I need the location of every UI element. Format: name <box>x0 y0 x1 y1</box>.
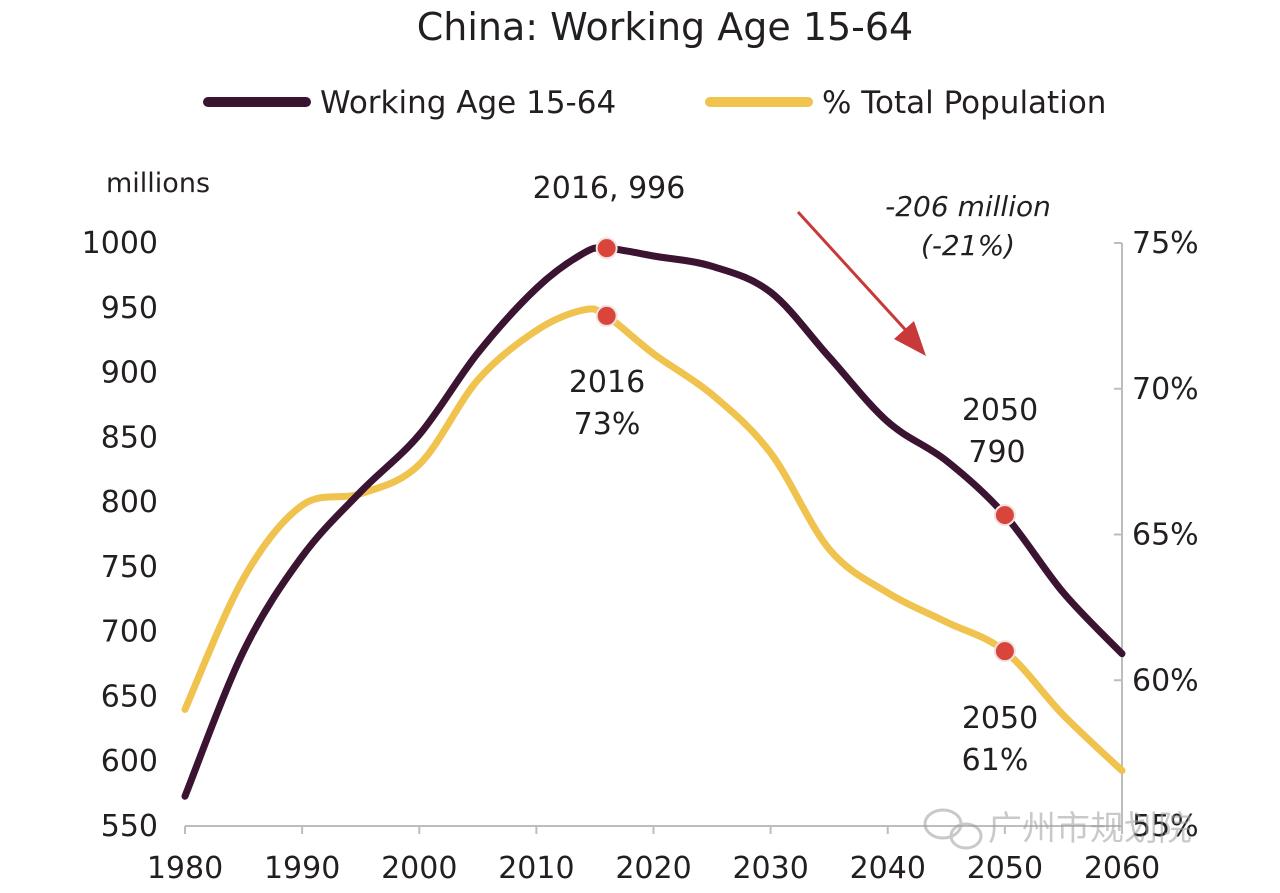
annotation-peak-share-year: 2016 <box>569 365 645 400</box>
x-tick-label: 2040 <box>850 851 926 886</box>
annotation-2050-working-value: 790 <box>968 435 1025 470</box>
x-tick-label: 2050 <box>967 851 1043 886</box>
wechat-icon <box>923 808 983 850</box>
annotation-peak-working-age: 2016, 996 <box>533 171 686 206</box>
annotation-2050-working-year: 2050 <box>962 393 1038 428</box>
y-left-tick-label: 600 <box>101 744 158 779</box>
y-right-tick-label: 55% <box>1132 809 1199 844</box>
marker-peak-working-age <box>595 237 618 260</box>
y-right-tick-label: 65% <box>1132 518 1199 553</box>
x-tick-label: 2060 <box>1084 851 1160 886</box>
series-line-share <box>181 305 1126 775</box>
data-markers <box>595 237 1016 663</box>
y-right-tick-label: 60% <box>1132 663 1199 698</box>
chart-title: China: Working Age 15-64 <box>417 5 914 49</box>
legend: Working Age 15-64 % Total Population <box>203 85 1106 121</box>
annotation-decline-amount: -206 million <box>885 190 1051 223</box>
x-tick-label: 2020 <box>615 851 691 886</box>
decline-arrow <box>796 210 926 356</box>
marker-working-age-2050 <box>993 504 1016 527</box>
annotation-peak-share-value: 73% <box>574 407 641 442</box>
y-right-tick-label: 70% <box>1132 372 1199 407</box>
y-axis-left-label: millions <box>106 168 210 199</box>
y-left-tick-label: 1000 <box>82 226 158 261</box>
y-left-tick-label: 550 <box>101 809 158 844</box>
x-tick-label: 2000 <box>381 851 457 886</box>
watermark-text: 广州市规划院 <box>988 809 1192 849</box>
x-tick-label: 1990 <box>264 851 340 886</box>
x-tick-label: 2010 <box>498 851 574 886</box>
x-tick-label: 2030 <box>732 851 808 886</box>
y-right-tick-labels: 55% 60% 65% 70% 75% <box>1114 226 1199 844</box>
y-left-tick-labels: 550 600 650 700 750 800 850 900 950 1000 <box>82 226 158 844</box>
annotation-2050-share-value: 61% <box>962 743 1029 778</box>
y-left-tick-label: 700 <box>101 615 158 650</box>
y-left-tick-label: 900 <box>101 356 158 391</box>
y-right-tick-label: 75% <box>1132 226 1199 261</box>
annotation-decline-percent: (-21%) <box>921 229 1015 262</box>
y-left-tick-label: 800 <box>101 485 158 520</box>
y-left-tick-label: 950 <box>101 291 158 326</box>
marker-peak-share <box>595 304 618 327</box>
legend-label-share: % Total Population <box>822 85 1106 121</box>
x-tick-labels: 1980 1990 2000 2010 2020 2030 2040 2050 2060 <box>147 826 1160 886</box>
y-left-tick-label: 650 <box>101 679 158 714</box>
y-left-tick-label: 850 <box>101 420 158 455</box>
x-tick-label: 1980 <box>147 851 223 886</box>
legend-label-working-age: Working Age 15-64 <box>320 85 616 121</box>
marker-share-2050 <box>993 640 1016 663</box>
annotation-2050-share-year: 2050 <box>962 701 1038 736</box>
watermark: 广州市规划院 <box>923 808 1192 850</box>
y-left-tick-label: 750 <box>101 550 158 585</box>
